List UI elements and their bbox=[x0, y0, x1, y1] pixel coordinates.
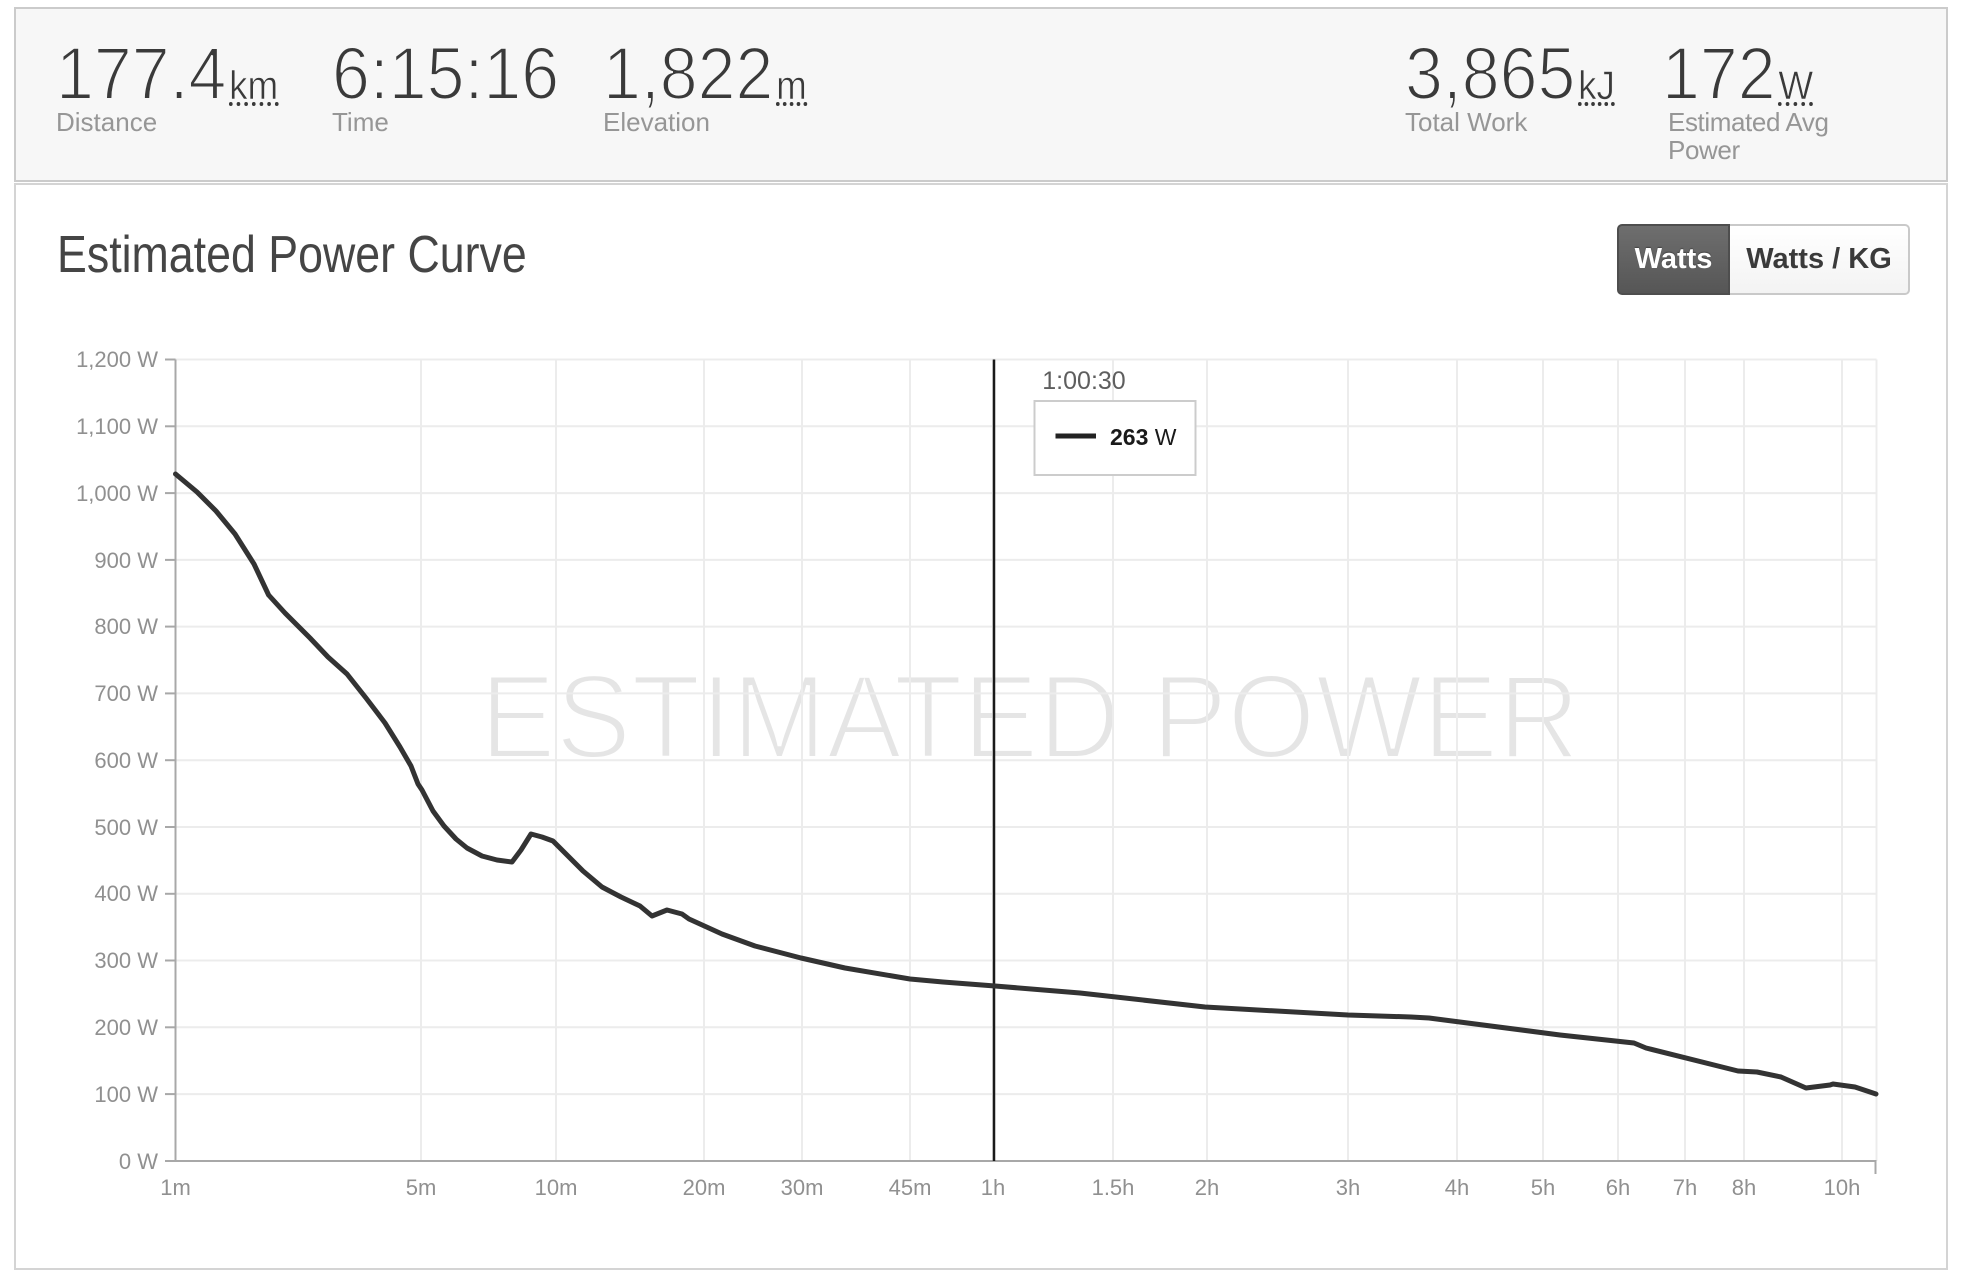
svg-text:45m: 45m bbox=[889, 1175, 932, 1200]
svg-text:100 W: 100 W bbox=[94, 1082, 158, 1107]
svg-text:2h: 2h bbox=[1195, 1175, 1219, 1200]
svg-text:3h: 3h bbox=[1336, 1175, 1360, 1200]
svg-text:1:00:30: 1:00:30 bbox=[1042, 367, 1125, 395]
svg-text:8h: 8h bbox=[1732, 1175, 1756, 1200]
svg-text:1,100 W: 1,100 W bbox=[76, 414, 158, 439]
svg-text:500 W: 500 W bbox=[94, 815, 158, 840]
svg-text:1h: 1h bbox=[981, 1175, 1005, 1200]
svg-text:5m: 5m bbox=[406, 1175, 437, 1200]
svg-text:6h: 6h bbox=[1606, 1175, 1630, 1200]
svg-text:800 W: 800 W bbox=[94, 614, 158, 639]
svg-text:4h: 4h bbox=[1445, 1175, 1469, 1200]
svg-text:900 W: 900 W bbox=[94, 548, 158, 573]
svg-text:5h: 5h bbox=[1531, 1175, 1555, 1200]
svg-text:300 W: 300 W bbox=[94, 948, 158, 973]
svg-text:ESTIMATED POWER: ESTIMATED POWER bbox=[480, 650, 1580, 784]
svg-text:600 W: 600 W bbox=[94, 748, 158, 773]
svg-text:7h: 7h bbox=[1673, 1175, 1697, 1200]
svg-text:700 W: 700 W bbox=[94, 681, 158, 706]
svg-text:0 W: 0 W bbox=[119, 1149, 158, 1174]
svg-text:400 W: 400 W bbox=[94, 881, 158, 906]
svg-text:10m: 10m bbox=[535, 1175, 578, 1200]
svg-text:30m: 30m bbox=[781, 1175, 824, 1200]
svg-text:1.5h: 1.5h bbox=[1092, 1175, 1135, 1200]
svg-text:1m: 1m bbox=[160, 1175, 191, 1200]
svg-text:10h: 10h bbox=[1824, 1175, 1861, 1200]
svg-text:200 W: 200 W bbox=[94, 1015, 158, 1040]
svg-text:1,200 W: 1,200 W bbox=[76, 347, 158, 372]
svg-text:20m: 20m bbox=[683, 1175, 726, 1200]
svg-text:1,000 W: 1,000 W bbox=[76, 481, 158, 506]
svg-text:263 W: 263 W bbox=[1110, 424, 1177, 450]
